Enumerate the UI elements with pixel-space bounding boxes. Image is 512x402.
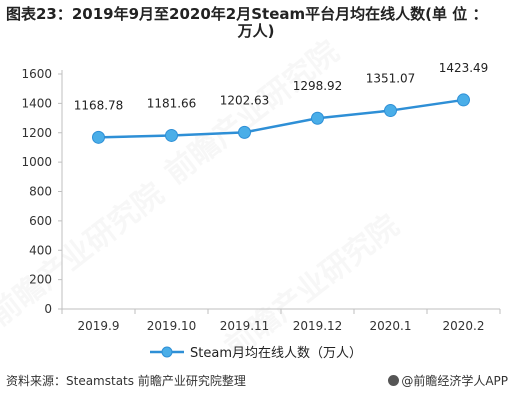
data-point	[311, 111, 324, 125]
x-axis-tick-labels: 2019.9 2019.10 2019.11 2019.12 2020.1 2020.2	[78, 319, 485, 333]
brand-text: @前瞻经济学人APP	[401, 374, 508, 388]
data-label: 1423.49	[439, 61, 489, 75]
brand-credit: @前瞻经济学人APP	[388, 372, 508, 389]
chart-title-line1: 图表23：2019年9月至2020年2月Steam平台月均在线人数(单 位 ：	[6, 5, 488, 23]
data-point	[384, 104, 397, 118]
y-tick-label: 800	[29, 185, 52, 199]
x-tick-label: 2019.12	[293, 319, 343, 333]
data-point	[165, 128, 178, 142]
chart-series: 1168.78 1181.66 1202.63 1298.92 1351.07 1423.…	[74, 61, 489, 144]
data-point	[457, 93, 470, 107]
legend-marker	[161, 346, 173, 358]
y-axis-tick-labels: 0 200 400 600 800 1000 1200 1400 1600	[21, 67, 62, 316]
y-tick-label: 200	[29, 273, 52, 287]
y-tick-label: 400	[29, 243, 52, 257]
y-tick-label: 1200	[21, 126, 52, 140]
data-label: 1298.92	[293, 79, 343, 93]
data-point	[92, 130, 105, 144]
brand-logo-icon	[388, 375, 400, 386]
data-label: 1351.07	[366, 72, 416, 86]
x-tick-label: 2019.10	[147, 319, 197, 333]
y-tick-label: 1400	[21, 96, 52, 110]
data-label: 1168.78	[74, 98, 124, 112]
chart-legend: Steam月均在线人数（万人）	[150, 346, 362, 361]
y-tick-label: 1600	[21, 67, 52, 81]
y-tick-label: 1000	[21, 155, 52, 169]
chart-axes	[61, 70, 501, 314]
source-note: 资料来源：Steamstats 前瞻产业研究院整理	[6, 374, 246, 388]
y-tick-label: 0	[44, 302, 52, 316]
chart-title: 图表23：2019年9月至2020年2月Steam平台月均在线人数(单 位 ： …	[6, 6, 506, 40]
legend-label: Steam月均在线人数（万人）	[190, 346, 362, 361]
x-tick-label: 2019.11	[220, 319, 270, 333]
y-tick-label: 600	[29, 214, 52, 228]
data-label: 1202.63	[220, 93, 270, 107]
series-line	[98, 98, 464, 139]
data-point	[238, 125, 251, 139]
x-tick-label: 2020.2	[443, 319, 485, 333]
chart-title-line2: 万人)	[237, 22, 275, 40]
x-tick-label: 2020.1	[370, 319, 412, 333]
x-tick-label: 2019.9	[78, 319, 120, 333]
data-label: 1181.66	[147, 96, 197, 110]
